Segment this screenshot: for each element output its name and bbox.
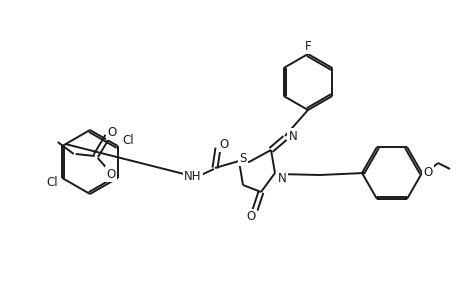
Text: Cl: Cl (46, 176, 58, 190)
Text: O: O (246, 211, 255, 224)
Text: NH: NH (184, 170, 202, 184)
Text: S: S (239, 152, 246, 164)
Text: O: O (107, 125, 116, 139)
Text: O: O (106, 167, 115, 181)
Text: O: O (422, 167, 431, 179)
Text: O: O (219, 137, 228, 151)
Text: N: N (288, 130, 297, 142)
Text: F: F (304, 40, 311, 52)
Text: Cl: Cl (122, 134, 133, 148)
Text: N: N (277, 172, 286, 184)
